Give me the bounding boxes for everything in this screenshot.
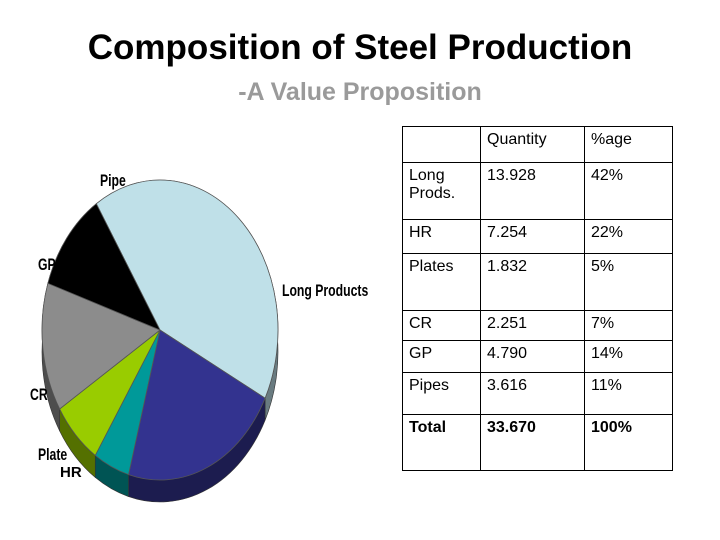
table-row: CR 2.251 7% [402, 310, 673, 341]
row-quantity: 13.928 [480, 162, 585, 220]
row-percentage: 11% [584, 372, 673, 415]
pie-slice-gp [41, 282, 161, 410]
slice-label-long-products: Long Products [282, 282, 368, 300]
row-percentage: 42% [584, 162, 673, 220]
table-total-row: Total 33.670 100% [402, 414, 673, 471]
pie-slice-pipe [47, 203, 161, 331]
row-quantity: 2.251 [480, 310, 585, 341]
row-quantity: 4.790 [480, 340, 585, 373]
total-quantity: 33.670 [480, 414, 585, 471]
row-percentage: 5% [584, 253, 673, 311]
row-label: Long Prods. [402, 162, 481, 220]
row-percentage: 7% [584, 310, 673, 341]
table-row: Long Prods. 13.928 42% [402, 162, 673, 220]
slide-title: Composition of Steel Production [87, 28, 633, 67]
row-label: GP [402, 340, 481, 373]
row-label: Plates [402, 253, 481, 311]
slice-label-cr: CR [30, 386, 48, 404]
row-label: Pipes [402, 372, 481, 415]
total-label: Total [402, 414, 481, 471]
row-percentage: 14% [584, 340, 673, 373]
slice-label-plate: Plate [38, 446, 67, 464]
slice-label-hr: HR [60, 464, 82, 481]
header-cell-blank [402, 126, 481, 163]
row-quantity: 1.832 [480, 253, 585, 311]
row-label: HR [402, 219, 481, 254]
pie-top [41, 179, 279, 481]
header-cell-quantity: Quantity [480, 126, 585, 163]
slide-subtitle: -A Value Proposition [238, 78, 482, 106]
row-quantity: 7.254 [480, 219, 585, 254]
row-quantity: 3.616 [480, 372, 585, 415]
header-cell-percentage: %age [584, 126, 673, 163]
table-row: HR 7.254 22% [402, 219, 673, 254]
data-table: Quantity %age Long Prods. 13.928 42% HR … [402, 126, 673, 471]
table-row: Plates 1.832 5% [402, 253, 673, 311]
total-percentage: 100% [584, 414, 673, 471]
table-row: GP 4.790 14% [402, 340, 673, 373]
pie-slice-long-products [95, 179, 279, 399]
slice-label-gp: GP [38, 256, 56, 274]
row-label: CR [402, 310, 481, 341]
pie-slice-hr [128, 329, 266, 481]
row-percentage: 22% [584, 219, 673, 254]
table-header-row: Quantity %age [402, 126, 673, 163]
table-row: Pipes 3.616 11% [402, 372, 673, 415]
slice-label-pipe: Pipe [100, 172, 126, 190]
